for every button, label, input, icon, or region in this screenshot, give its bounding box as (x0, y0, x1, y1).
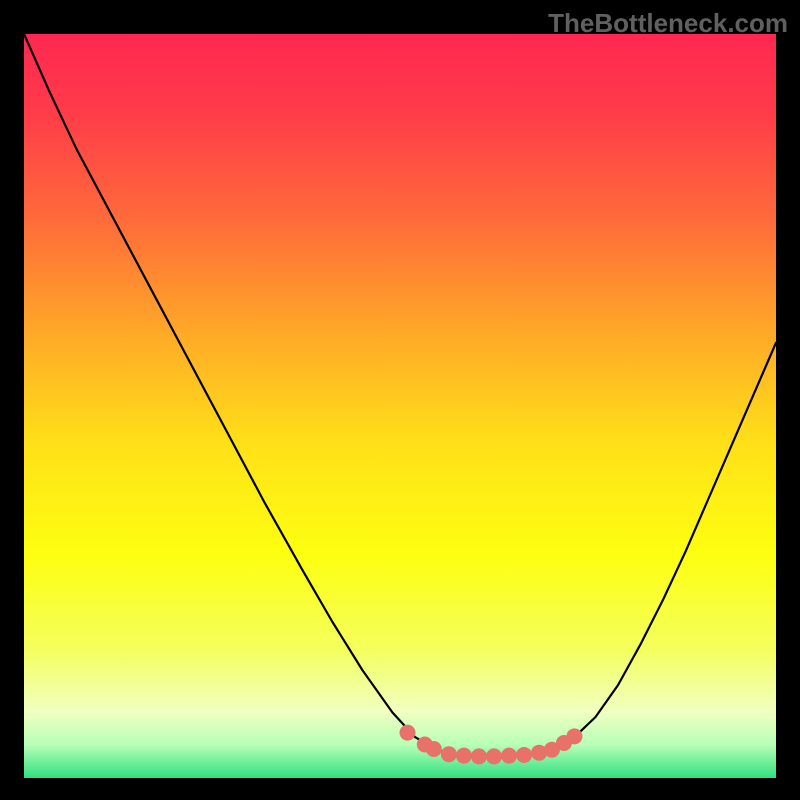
chart-container: TheBottleneck.com (0, 0, 800, 800)
optimal-marker (501, 748, 517, 764)
optimal-marker (400, 725, 416, 741)
optimal-marker (566, 728, 582, 744)
optimal-marker (456, 748, 472, 764)
optimal-marker (471, 748, 487, 764)
optimal-marker (516, 747, 532, 763)
optimal-marker (441, 746, 457, 762)
chart-plot-background (24, 34, 776, 778)
watermark: TheBottleneck.com (548, 8, 788, 39)
optimal-marker (486, 748, 502, 764)
bottleneck-chart (0, 0, 800, 800)
optimal-marker (426, 741, 442, 757)
